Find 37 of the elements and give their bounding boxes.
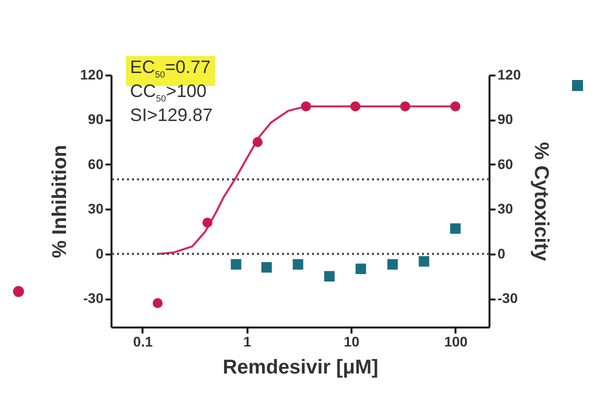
y2-tick-label: 90 (498, 111, 514, 128)
y-tick-label: 60 (88, 156, 104, 172)
point (400, 101, 410, 112)
x-tick-label: 10 (344, 334, 360, 350)
point (152, 298, 163, 308)
point (350, 101, 360, 112)
point (450, 223, 461, 234)
point (450, 101, 460, 112)
y2-axis-title: % Cytoxicity (530, 142, 552, 262)
x-axis-title: Remdesivir [μM] (222, 356, 378, 378)
x-tick-label: 100 (444, 334, 468, 350)
y-tick-label: 0 (96, 245, 104, 262)
point (292, 259, 304, 270)
point (418, 256, 430, 267)
y2-tick-label: 0 (498, 245, 506, 262)
point (202, 218, 212, 228)
y2-tick-label: 120 (498, 66, 522, 82)
point (387, 259, 398, 270)
point (324, 271, 335, 282)
annotation: EC$_{50}$=0.77 (130, 57, 211, 80)
y-tick-label: 120 (80, 66, 104, 82)
x-tick-label: 1 (243, 334, 252, 350)
y-tick-label: 90 (88, 111, 104, 128)
y2-tick-label: -30 (498, 290, 518, 306)
point (301, 101, 312, 112)
point (356, 264, 366, 274)
y2-tick-label: 60 (498, 156, 514, 172)
annotation: CC$_{50}$>100 (130, 81, 207, 104)
x-tick-label: 0.1 (133, 334, 153, 350)
point (261, 262, 272, 273)
point (230, 259, 242, 270)
point (252, 137, 263, 148)
y-axis-title: % Inhibition (49, 144, 72, 258)
y-tick-label: 30 (88, 200, 104, 217)
y2-tick-label: 30 (498, 200, 514, 217)
y-tick-label: -30 (83, 290, 104, 306)
annotation: SI>129.87 (130, 104, 213, 126)
